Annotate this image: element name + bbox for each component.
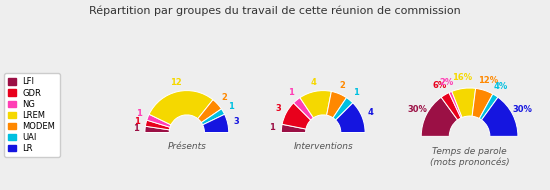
Text: 12%: 12% (478, 76, 498, 85)
Wedge shape (201, 109, 224, 125)
Text: Répartition par groupes du travail de cette réunion de commission: Répartition par groupes du travail de ce… (89, 6, 461, 16)
Wedge shape (145, 126, 169, 132)
Text: 1: 1 (136, 109, 142, 118)
Text: 16%: 16% (452, 73, 472, 82)
Text: 2%: 2% (439, 78, 453, 87)
Wedge shape (198, 100, 222, 123)
Text: 30%: 30% (407, 105, 427, 114)
Text: 2: 2 (221, 93, 227, 102)
Text: 2: 2 (340, 81, 346, 90)
Text: 1: 1 (353, 89, 359, 97)
Wedge shape (441, 93, 461, 120)
Wedge shape (480, 94, 498, 120)
Text: 12: 12 (169, 78, 182, 87)
Text: 1: 1 (288, 89, 294, 97)
Wedge shape (327, 91, 346, 118)
Text: 1: 1 (228, 102, 234, 111)
Wedge shape (421, 97, 458, 136)
Text: 3: 3 (234, 117, 240, 126)
Text: Présents: Présents (167, 142, 206, 151)
Text: Interventions: Interventions (293, 142, 353, 151)
Text: 30%: 30% (512, 105, 532, 114)
Wedge shape (149, 91, 213, 125)
Text: 3: 3 (275, 104, 281, 113)
Text: 1: 1 (134, 117, 140, 126)
Wedge shape (481, 97, 518, 136)
Wedge shape (449, 91, 462, 118)
Wedge shape (281, 124, 306, 132)
Text: 6%: 6% (432, 81, 447, 90)
Wedge shape (282, 103, 311, 129)
Wedge shape (203, 114, 229, 132)
Wedge shape (294, 98, 313, 120)
Legend: LFI, GDR, NG, LREM, MODEM, UAI, LR: LFI, GDR, NG, LREM, MODEM, UAI, LR (4, 73, 59, 157)
Text: 4%: 4% (494, 82, 508, 91)
Wedge shape (472, 88, 493, 119)
Text: 4: 4 (310, 78, 316, 87)
Text: Temps de parole
(mots prononcés): Temps de parole (mots prononcés) (430, 147, 509, 167)
Text: 4: 4 (367, 108, 373, 117)
Wedge shape (336, 103, 365, 132)
Text: 1: 1 (270, 123, 276, 132)
Wedge shape (145, 120, 170, 130)
Wedge shape (333, 98, 353, 120)
Wedge shape (452, 88, 476, 117)
Wedge shape (147, 114, 171, 127)
Wedge shape (300, 91, 332, 118)
Text: 1: 1 (133, 124, 139, 133)
